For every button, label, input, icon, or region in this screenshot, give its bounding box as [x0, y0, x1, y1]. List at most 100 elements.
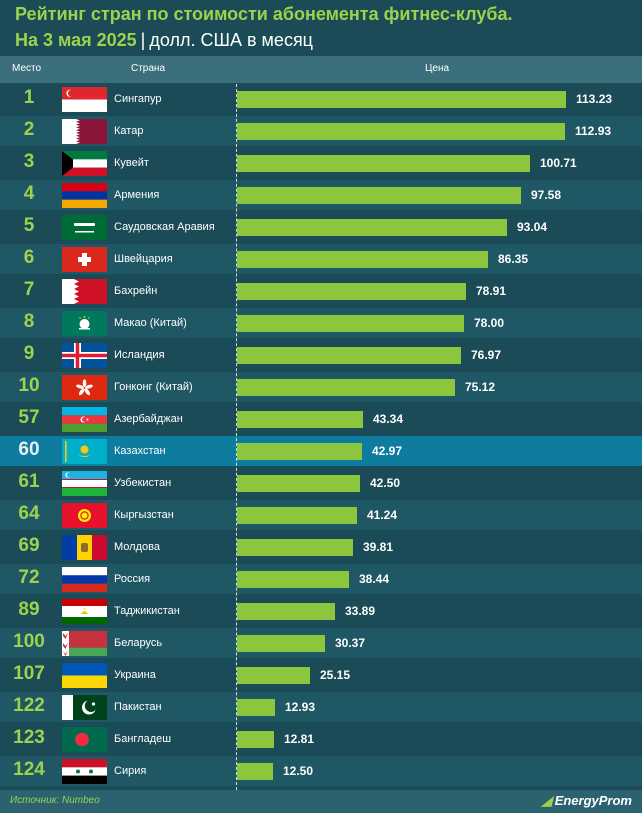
table-row: 89 Таджикистан 33.89: [0, 596, 642, 626]
rank-label: 61: [18, 471, 40, 492]
value-label: 76.97: [471, 348, 502, 362]
rank-label: 10: [18, 375, 40, 396]
country-label: Катар: [114, 125, 144, 137]
rank-label: 64: [18, 503, 40, 524]
table-row: 5 Саудовская Аравия 93.04: [0, 212, 642, 242]
bar: [237, 187, 521, 204]
rank-label: 122: [13, 695, 45, 716]
bar: [237, 731, 274, 748]
country-label: Пакистан: [114, 701, 162, 713]
rank-label: 60: [18, 439, 40, 460]
country-label: Исландия: [114, 349, 165, 361]
column-place: Место: [12, 63, 42, 74]
country-label: Макао (Китай): [114, 317, 187, 329]
value-label: 12.81: [284, 732, 315, 746]
table-row: 72 Россия 38.44: [0, 564, 642, 594]
country-label: Молдова: [114, 541, 160, 553]
table-row: 124 Сирия 12.50: [0, 756, 642, 786]
country-label: Россия: [114, 573, 151, 585]
pakistan-flag-icon: [62, 695, 107, 720]
country-label: Беларусь: [114, 637, 163, 649]
subtitle-date: На 3 мая 2025: [15, 30, 137, 50]
bar: [237, 347, 461, 364]
value-label: 30.37: [335, 636, 366, 650]
country-label: Швейцария: [114, 253, 173, 265]
kyrgyzstan-flag-icon: [62, 503, 107, 528]
table-row: 60 Казахстан 42.97: [0, 436, 642, 466]
value-label: 39.81: [363, 540, 394, 554]
chart-subtitle: На 3 мая 2025 | долл. США в месяц: [15, 30, 313, 51]
rank-label: 123: [13, 727, 45, 748]
moldova-flag-icon: [62, 535, 107, 560]
country-label: Сингапур: [114, 93, 162, 105]
rank-label: 100: [13, 631, 45, 652]
bahrain-flag-icon: [62, 279, 107, 304]
country-label: Армения: [114, 189, 160, 201]
table-row: 123 Бангладеш 12.81: [0, 724, 642, 754]
bar: [237, 539, 353, 556]
value-label: 42.50: [370, 476, 401, 490]
chart-header: Рейтинг стран по стоимости абонемента фи…: [0, 0, 642, 56]
value-label: 93.04: [517, 220, 548, 234]
rank-label: 3: [23, 151, 35, 172]
value-label: 25.15: [320, 668, 351, 682]
rank-label: 5: [23, 215, 35, 236]
rank-label: 124: [13, 759, 45, 780]
table-row: 64 Кыргызстан 41.24: [0, 500, 642, 530]
chart-footer: Источник: Numbeo ◢ EnergyProm: [0, 790, 642, 813]
bar: [237, 379, 455, 396]
table-row: 107 Украина 25.15: [0, 660, 642, 690]
country-label: Сирия: [114, 765, 147, 777]
bar: [237, 315, 464, 332]
iceland-flag-icon: [62, 343, 107, 368]
table-row: 3 Кувейт 100.71: [0, 148, 642, 178]
country-label: Таджикистан: [114, 605, 180, 617]
value-label: 38.44: [359, 572, 390, 586]
country-label: Саудовская Аравия: [114, 221, 215, 233]
table-row: 7 Бахрейн 78.91: [0, 276, 642, 306]
bangladesh-flag-icon: [62, 727, 107, 752]
belarus-flag-icon: [62, 631, 107, 656]
rank-label: 1: [23, 87, 35, 108]
value-label: 112.93: [575, 124, 612, 138]
subtitle-unit: долл. США в месяц: [149, 30, 313, 50]
switzerland-flag-icon: [62, 247, 107, 272]
table-row: 122 Пакистан 12.93: [0, 692, 642, 722]
column-price: Цена: [425, 63, 450, 74]
bar: [237, 123, 565, 140]
table-row: 4 Армения 97.58: [0, 180, 642, 210]
bar: [237, 283, 466, 300]
bar: [237, 475, 360, 492]
azerbaijan-flag-icon: [62, 407, 107, 432]
bar: [237, 411, 363, 428]
value-label: 12.93: [285, 700, 316, 714]
bar: [237, 219, 507, 236]
country-label: Кувейт: [114, 157, 149, 169]
value-label: 42.97: [372, 444, 403, 458]
country-label: Бахрейн: [114, 285, 158, 297]
saudi-arabia-flag-icon: [62, 215, 107, 240]
rank-label: 107: [13, 663, 45, 684]
value-label: 100.71: [540, 156, 577, 170]
table-row: 9 Исландия 76.97: [0, 340, 642, 370]
rank-label: 89: [18, 599, 40, 620]
value-label: 97.58: [531, 188, 562, 202]
value-label: 75.12: [465, 380, 496, 394]
country-label: Украина: [114, 669, 156, 681]
bar: [237, 443, 362, 460]
table-row: 57 Азербайджан 43.34: [0, 404, 642, 434]
country-label: Азербайджан: [114, 413, 183, 425]
subtitle-separator: |: [140, 30, 146, 50]
source-note: Источник: Numbeo: [10, 795, 100, 806]
table-row: 10 Гонконг (Китай) 75.12: [0, 372, 642, 402]
rank-label: 4: [23, 183, 35, 204]
bar: [237, 699, 275, 716]
rank-label: 8: [23, 311, 35, 332]
bar: [237, 507, 357, 524]
table-row: 1 Сингапур 113.23: [0, 84, 642, 114]
value-label: 113.23: [576, 92, 613, 106]
tajikistan-flag-icon: [62, 599, 107, 624]
uzbekistan-flag-icon: [62, 471, 107, 496]
table-row: 8 Макао (Китай) 78.00: [0, 308, 642, 338]
russia-flag-icon: [62, 567, 107, 592]
